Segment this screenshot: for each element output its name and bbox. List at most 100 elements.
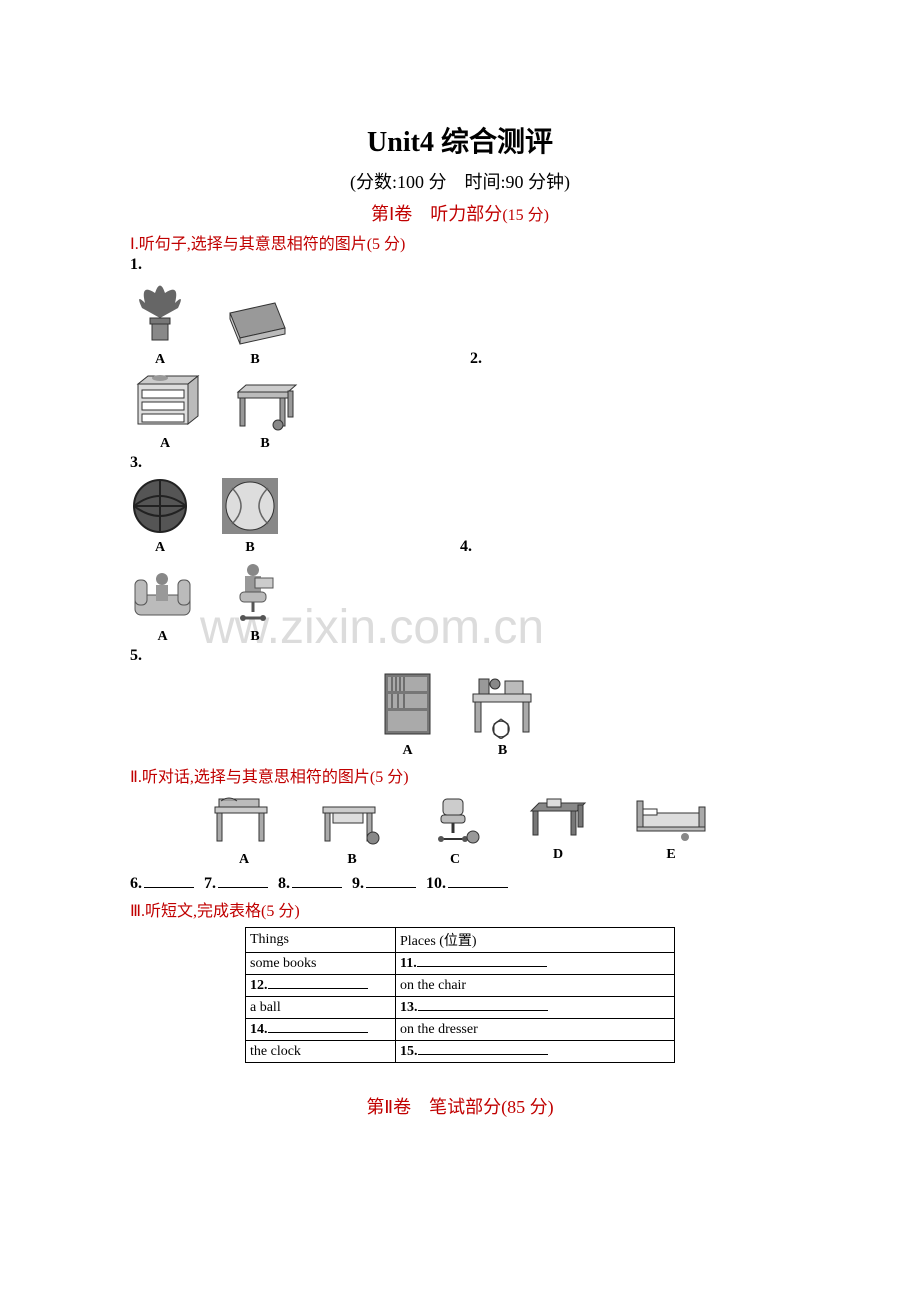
table-row: 14. on the dresser <box>246 1019 675 1041</box>
listening-table: Things Places (位置) some books 11. 12. on… <box>245 927 675 1063</box>
subtitle: (分数:100 分 时间:90 分钟) <box>130 168 790 194</box>
cell-on-chair: on the chair <box>396 975 675 997</box>
q4-option-a: A <box>130 565 195 645</box>
label-a: A <box>155 352 165 368</box>
label-a: A <box>239 852 249 868</box>
cell-12: 12. <box>246 975 396 997</box>
part1-header-text: 第Ⅰ卷 听力部分 <box>371 204 502 224</box>
label-b: B <box>250 352 259 368</box>
q1-number: 1. <box>130 256 790 274</box>
s2-option-c: C <box>425 793 485 868</box>
sofa-person-icon <box>130 565 195 625</box>
q5-option-a: A <box>380 669 435 759</box>
q3-option-a: A <box>130 476 190 556</box>
book-icon <box>220 298 290 348</box>
q9-number: 9. <box>352 875 364 892</box>
q5-number: 5. <box>130 647 790 665</box>
baseball-icon <box>220 476 280 536</box>
part2-header-text: 第Ⅱ卷 笔试部分 <box>366 1097 501 1117</box>
label-b: B <box>250 629 259 645</box>
q9-blank[interactable] <box>366 874 416 888</box>
label-d: D <box>553 847 563 863</box>
q2-images: A B <box>130 372 790 452</box>
q3-option-b: B <box>220 476 280 556</box>
q1-option-a: A <box>130 278 190 368</box>
section3-instruction: Ⅲ.听短文,完成表格(5 分) <box>130 897 790 921</box>
s2-option-e: E <box>631 793 711 868</box>
cell-a-ball: a ball <box>246 997 396 1019</box>
cell-13: 13. <box>396 997 675 1019</box>
blank-12[interactable] <box>268 977 368 989</box>
q2-number: 2. <box>470 350 482 368</box>
blank-11[interactable] <box>417 955 547 967</box>
part2-header-paren: (85 分) <box>501 1097 554 1117</box>
q3-number: 3. <box>130 454 790 472</box>
q7-blank[interactable] <box>218 874 268 888</box>
q1-option-b: B <box>220 298 290 368</box>
blank-14[interactable] <box>268 1021 368 1033</box>
cell-14: 14. <box>246 1019 396 1041</box>
th-places: Places (位置) <box>396 928 675 953</box>
plant-icon <box>130 278 190 348</box>
part1-header-paren: (15 分) <box>502 207 549 224</box>
q7-number: 7. <box>204 875 216 892</box>
q5-images: A B <box>130 669 790 759</box>
dresser-icon <box>130 372 200 432</box>
desk-items-icon <box>465 669 540 739</box>
q4-option-b: B <box>225 560 285 645</box>
office-chair-icon <box>425 793 485 848</box>
table-row: 12. on the chair <box>246 975 675 997</box>
q10-number: 10. <box>426 875 446 892</box>
label-a: A <box>160 436 170 452</box>
cell-on-dresser: on the dresser <box>396 1019 675 1041</box>
label-e: E <box>666 847 675 863</box>
bed-icon <box>631 793 711 843</box>
n12: 12. <box>250 978 268 993</box>
label-c: C <box>450 852 460 868</box>
q2-option-b: B <box>230 377 300 452</box>
part2-header: 第Ⅱ卷 笔试部分(85 分) <box>130 1093 790 1119</box>
q2-option-a: A <box>130 372 200 452</box>
part1-header: 第Ⅰ卷 听力部分(15 分) <box>130 200 790 226</box>
table-row: a ball 13. <box>246 997 675 1019</box>
label-a: A <box>155 540 165 556</box>
q5-option-b: B <box>465 669 540 759</box>
chair-person-icon <box>225 560 285 625</box>
q4-number: 4. <box>460 538 472 556</box>
table-row: some books 11. <box>246 953 675 975</box>
label-b: B <box>260 436 269 452</box>
n11: 11. <box>400 956 417 971</box>
q8-blank[interactable] <box>292 874 342 888</box>
table-row: the clock 15. <box>246 1041 675 1063</box>
desk-a-icon <box>209 793 279 848</box>
page-title: Unit4 综合测评 <box>130 120 790 160</box>
q6-blank[interactable] <box>144 874 194 888</box>
label-a: A <box>157 629 167 645</box>
bookshelf-icon <box>380 669 435 739</box>
table-row: Things Places (位置) <box>246 928 675 953</box>
cell-15: 15. <box>396 1041 675 1063</box>
label-a: A <box>402 743 412 759</box>
answers-6-10: 6. 7. 8. 9. 10. <box>130 874 790 893</box>
n14: 14. <box>250 1022 268 1037</box>
section2-instruction: Ⅱ.听对话,选择与其意思相符的图片(5 分) <box>130 763 790 787</box>
n13: 13. <box>400 1000 418 1015</box>
cell-some-books: some books <box>246 953 396 975</box>
label-b: B <box>498 743 507 759</box>
th-things: Things <box>246 928 396 953</box>
s2-option-b: B <box>317 793 387 868</box>
label-b: B <box>245 540 254 556</box>
q8-number: 8. <box>278 875 290 892</box>
coffee-table-icon <box>523 793 593 843</box>
s2-option-a: A <box>209 793 279 868</box>
desk-b-icon <box>317 793 387 848</box>
blank-13[interactable] <box>418 999 548 1011</box>
cell-11: 11. <box>396 953 675 975</box>
blank-15[interactable] <box>418 1043 548 1055</box>
label-b: B <box>347 852 356 868</box>
q10-blank[interactable] <box>448 874 508 888</box>
cell-the-clock: the clock <box>246 1041 396 1063</box>
q1-images: A B 2. <box>130 278 790 368</box>
basketball-icon <box>130 476 190 536</box>
section2-images: A B C D E <box>130 793 790 868</box>
